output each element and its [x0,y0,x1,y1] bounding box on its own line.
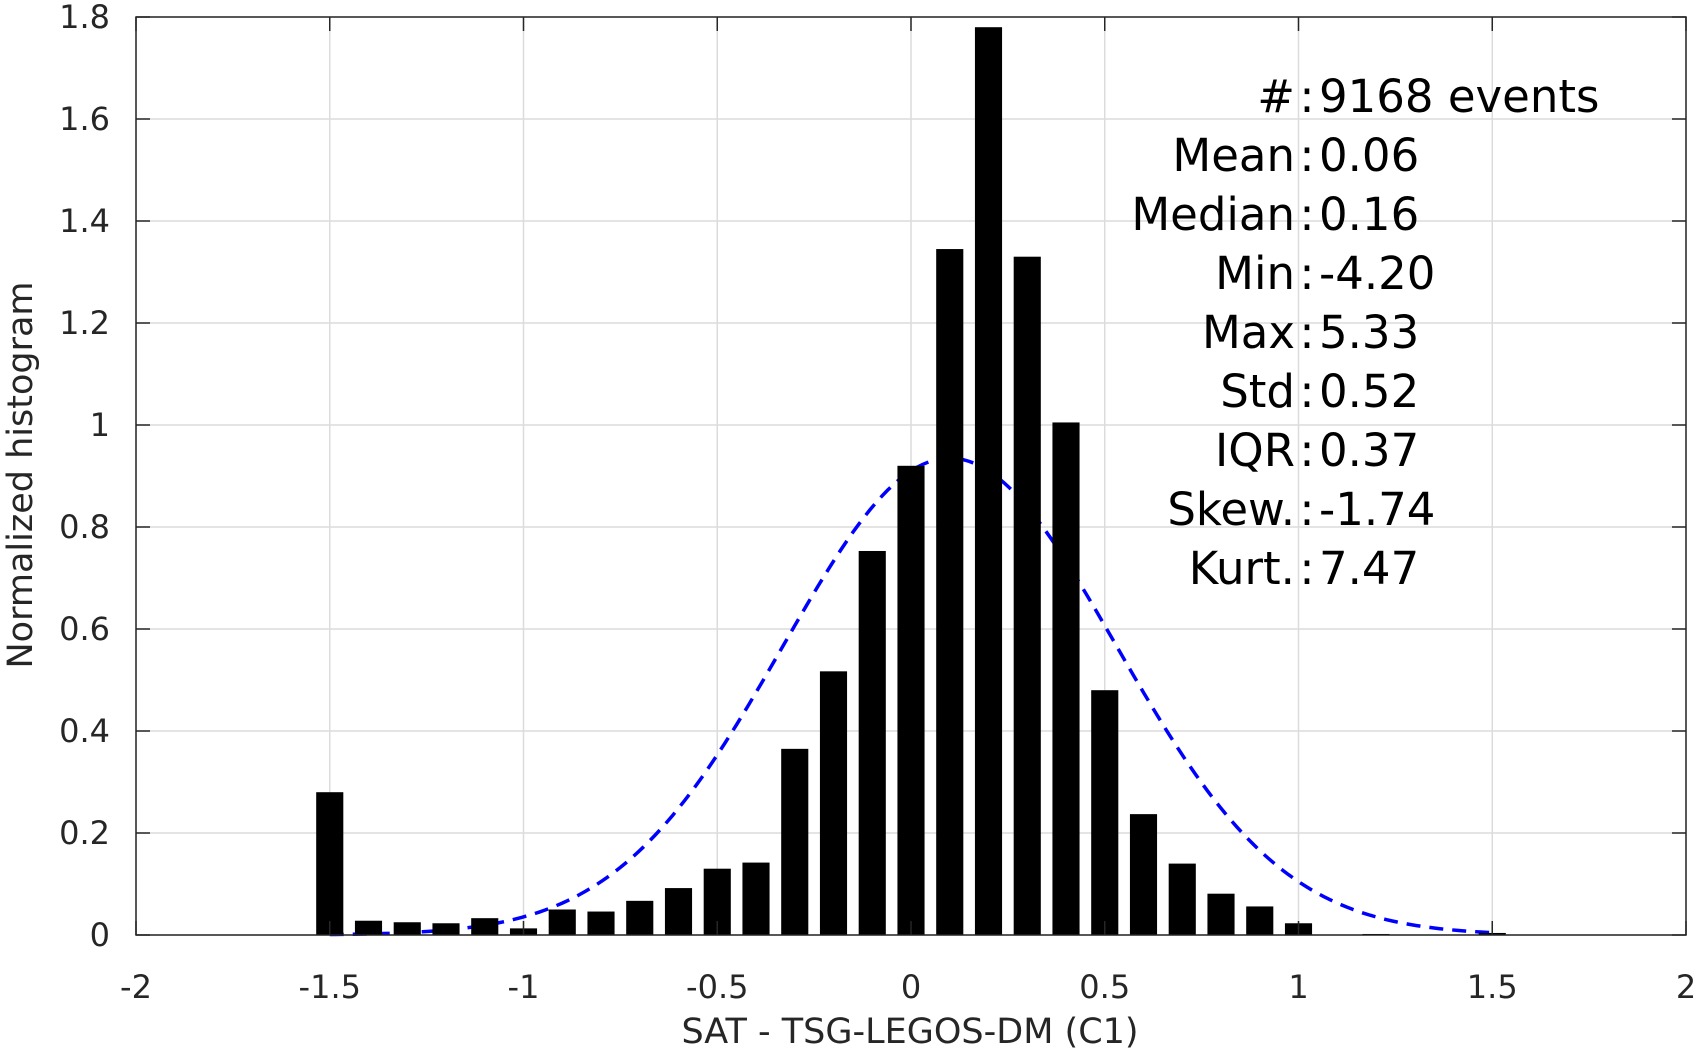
y-tick-label-1: 0.2 [59,814,110,852]
x-tick-labels: -2 -1.5 -1 -0.5 0 0.5 1 1.5 2 [120,968,1696,1006]
y-tick-label-0: 0 [90,916,110,954]
stat-label-6: IQR [1215,424,1295,477]
stat-colon-4: : [1299,306,1314,359]
histogram-bar-8 [626,900,654,935]
stat-label-3: Min [1215,247,1295,300]
stat-value-8: 7.47 [1319,542,1419,595]
histogram-bar-11 [742,862,770,935]
histogram-bar-19 [1052,422,1080,935]
x-tick-label-4: 0 [901,968,921,1006]
histogram-bar-0 [316,792,344,935]
y-tick-labels: 0 0.2 0.4 0.6 0.8 1 1.2 1.4 1.6 1.8 [59,0,110,954]
stat-colon-0: : [1299,70,1314,123]
y-tick-label-3: 0.6 [59,610,110,648]
y-tick-label-4: 0.8 [59,508,110,546]
y-tick-label-6: 1.2 [59,304,110,342]
x-tick-label-5: 0.5 [1079,968,1130,1006]
stat-value-3: -4.20 [1319,247,1435,300]
histogram-bar-9 [664,888,693,935]
histogram-bar-1 [354,920,383,935]
stat-label-8: Kurt. [1189,542,1295,595]
histogram-bar-18 [1013,256,1041,935]
x-tick-label-7: 1.5 [1467,968,1518,1006]
stat-value-6: 0.37 [1319,424,1419,477]
histogram-bar-24 [1246,906,1274,935]
stat-colon-3: : [1299,247,1314,300]
histogram-bar-13 [819,671,848,935]
stat-value-0: 9168 events [1319,70,1599,123]
x-axis-label: SAT - TSG-LEGOS-DM (C1) [681,1012,1138,1052]
histogram-bar-15 [897,465,925,935]
stat-label-5: Std [1220,365,1295,418]
stat-label-2: Median [1131,188,1295,241]
y-tick-label-9: 1.8 [59,0,110,36]
histogram-bar-22 [1168,863,1196,935]
x-tick-label-0: -2 [120,968,152,1006]
axes-frame [135,16,1687,936]
stat-colon-2: : [1299,188,1314,241]
stat-colon-6: : [1299,424,1314,477]
y-tick-label-5: 1 [90,406,110,444]
stat-colon-5: : [1299,365,1314,418]
stat-label-1: Mean [1172,129,1295,182]
histogram-bar-23 [1207,893,1235,935]
stat-value-4: 5.33 [1319,306,1419,359]
stat-colon-7: : [1299,483,1314,536]
stat-label-0: # [1257,70,1295,123]
histogram-bar-12 [781,748,809,935]
histogram-bar-4 [471,918,499,935]
histogram-bar-7 [587,911,615,935]
stat-value-1: 0.06 [1319,129,1419,182]
histogram-bar-16 [936,249,964,936]
y-tick-label-8: 1.6 [59,100,110,138]
x-tick-label-6: 1 [1288,968,1308,1006]
x-tick-label-1: -1.5 [299,968,361,1006]
stat-colon-8: : [1299,542,1314,595]
y-tick-label-2: 0.4 [59,712,110,750]
x-tick-label-8: 2 [1676,968,1696,1006]
stat-value-2: 0.16 [1319,188,1419,241]
histogram-bar-21 [1129,814,1158,935]
normal-fit-layer [329,456,1493,937]
histogram-bar-17 [974,27,1003,935]
histogram-bar-20 [1091,690,1119,935]
histogram-bars [316,27,1506,936]
histogram-bar-2 [393,922,421,935]
histogram-bar-6 [548,909,576,935]
normal-fit-curve [329,456,1493,937]
stat-label-7: Skew. [1167,483,1295,536]
y-tick-label-7: 1.4 [59,202,110,240]
y-axis-label: Normalized histogram [1,281,41,668]
stat-value-7: -1.74 [1319,483,1435,536]
stat-label-4: Max [1202,306,1295,359]
histogram-bar-14 [858,550,886,935]
stat-colon-1: : [1299,129,1314,182]
x-tick-label-2: -1 [508,968,540,1006]
histogram-bar-3 [432,923,460,935]
x-tick-label-3: -0.5 [686,968,748,1006]
stat-value-5: 0.52 [1319,365,1419,418]
